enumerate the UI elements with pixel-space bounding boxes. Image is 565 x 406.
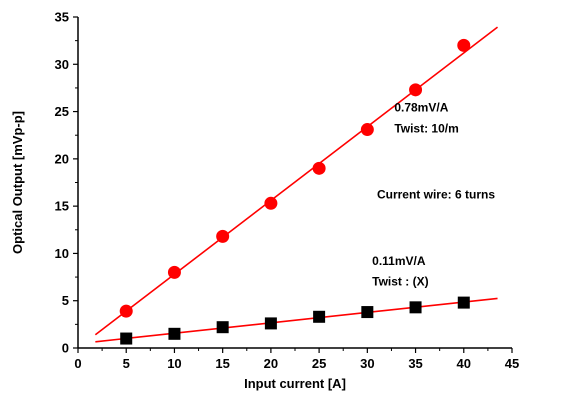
point-series-1-2 (216, 321, 229, 334)
annotation-1: Twist: 10/m (394, 121, 458, 135)
point-series-0-2 (216, 229, 230, 243)
point-series-1-0 (120, 332, 133, 345)
fit-line-series-0 (94, 26, 499, 336)
annotation-3: 0.11mV/A (372, 254, 426, 268)
point-series-1-7 (457, 296, 470, 309)
fit-lines-group (94, 26, 499, 343)
annotations-group: 0.78mV/A Twist: 10/m Current wire: 6 turns… (372, 101, 495, 289)
y-tick-label-7: 35 (55, 10, 69, 25)
point-series-0-5 (360, 123, 374, 137)
y-tick-label-2: 10 (55, 246, 69, 261)
x-tick-label-5: 25 (312, 356, 326, 371)
y-tick-label-0: 0 (62, 341, 69, 356)
x-tick-label-3: 15 (215, 356, 229, 371)
x-tick-label-1: 5 (123, 356, 130, 371)
x-tick-label-9: 45 (505, 356, 519, 371)
point-series-0-1 (167, 265, 181, 279)
y-tick-label-4: 20 (55, 151, 69, 166)
point-series-1-5 (361, 306, 374, 319)
point-series-0-7 (457, 38, 471, 52)
y-tick-label-6: 30 (55, 57, 69, 72)
point-series-0-0 (119, 304, 133, 318)
x-tick-label-6: 30 (360, 356, 374, 371)
y-tick-label-1: 5 (62, 293, 69, 308)
point-series-1-1 (168, 327, 181, 340)
point-series-1-6 (409, 301, 422, 314)
data-points-group (119, 38, 471, 345)
fit-line-series-1 (95, 297, 498, 343)
point-series-1-4 (313, 310, 326, 323)
x-tick-label-2: 10 (167, 356, 181, 371)
annotation-2: Current wire: 6 turns (377, 188, 495, 202)
annotation-4: Twist : (X) (372, 275, 428, 289)
y-axis-title: Optical Output [mVp-p] (10, 111, 25, 254)
point-series-0-3 (264, 196, 278, 210)
y-tick-label-3: 15 (55, 199, 69, 214)
point-series-0-6 (409, 83, 423, 97)
y-tick-label-5: 25 (55, 104, 69, 119)
point-series-1-3 (264, 317, 277, 330)
x-tick-label-8: 40 (457, 356, 471, 371)
x-tick-label-0: 0 (74, 356, 81, 371)
x-tick-label-7: 35 (408, 356, 422, 371)
point-series-0-4 (312, 161, 326, 175)
axes-group: 0 5 10 15 20 25 30 35 40 45 0 5 10 15 20 25 30 35 (55, 10, 520, 372)
annotation-0: 0.78mV/A (394, 101, 448, 115)
x-axis-title: Input current [A] (244, 376, 346, 391)
x-tick-label-4: 20 (264, 356, 278, 371)
